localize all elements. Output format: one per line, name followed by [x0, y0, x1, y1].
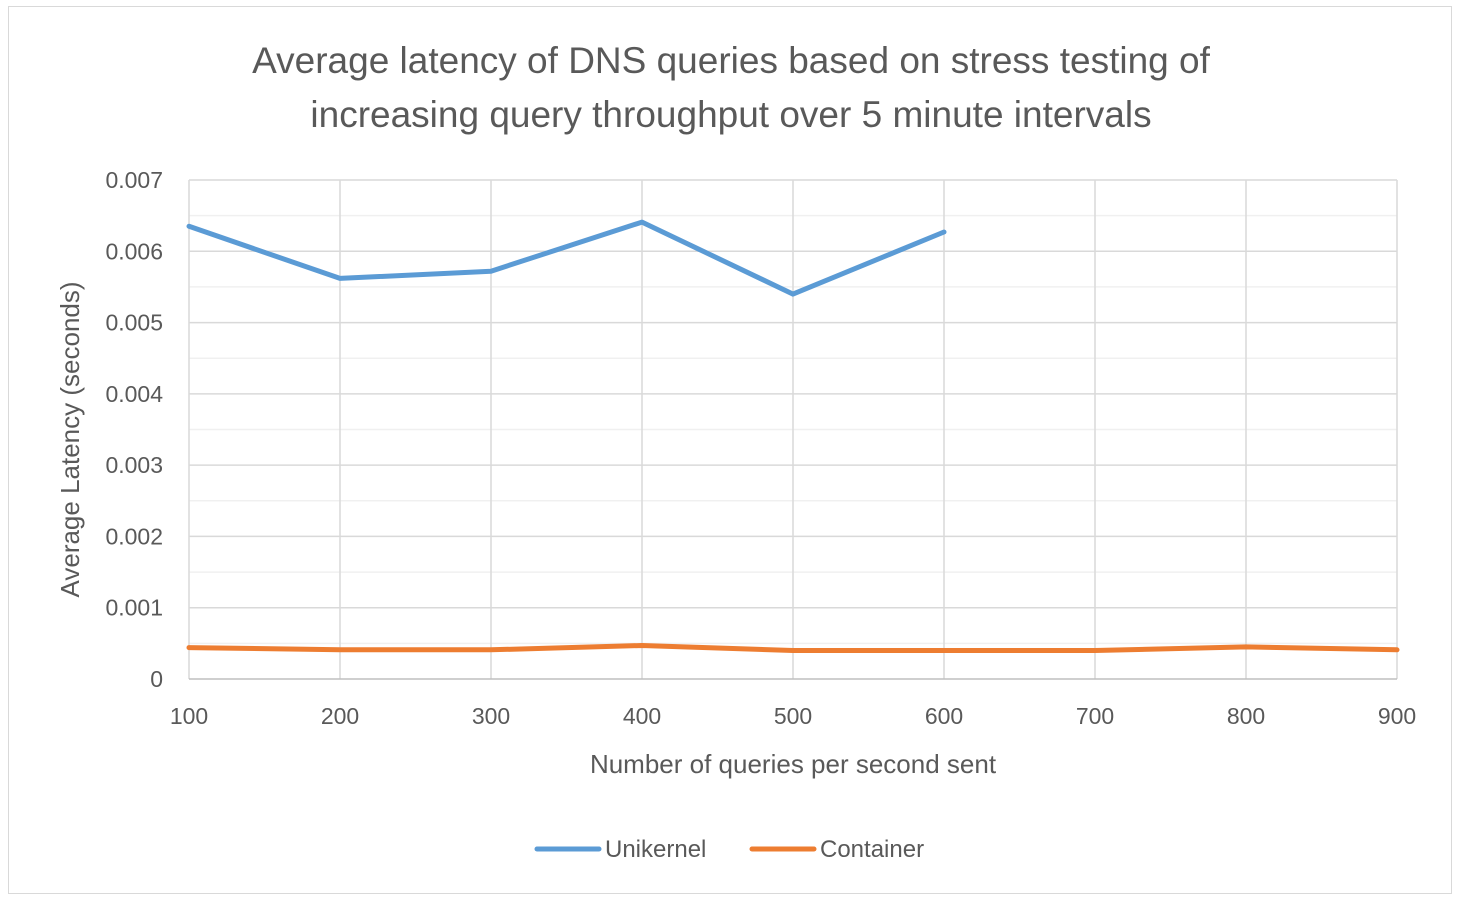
legend-label: Container: [820, 836, 924, 863]
y-tick-labels: 0 0.001 0.002 0.003 0.004 0.005 0.006 0.007: [105, 167, 163, 692]
y-tick-label: 0.001: [105, 595, 163, 621]
x-axis-title: Number of queries per second sent: [590, 749, 997, 779]
y-axis-title: Average Latency (seconds): [55, 281, 85, 597]
x-tick-label: 200: [321, 703, 359, 729]
series-lines: [186, 219, 1400, 653]
x-tick-label: 600: [925, 703, 963, 729]
series-line-container: [186, 643, 1400, 653]
y-tick-label: 0.007: [105, 167, 163, 193]
chart-title-line-2: increasing query throughput over 5 minut…: [310, 94, 1151, 135]
x-tick-label: 100: [170, 703, 208, 729]
y-tick-label: 0.003: [105, 452, 163, 478]
y-tick-label: 0: [150, 666, 163, 692]
y-tick-label: 0.004: [105, 381, 163, 407]
x-tick-label: 900: [1378, 703, 1416, 729]
legend-item-container: Container: [749, 836, 924, 863]
y-tick-label: 0.002: [105, 523, 163, 549]
y-tick-label: 0.006: [105, 238, 163, 264]
legend-item-unikernel: Unikernel: [534, 836, 706, 863]
x-tick-label: 800: [1227, 703, 1265, 729]
legend: Unikernel Container: [534, 836, 924, 863]
x-tick-label: 700: [1076, 703, 1114, 729]
series-line-unikernel: [186, 219, 947, 297]
chart-title-line-1: Average latency of DNS queries based on …: [252, 40, 1210, 81]
chart-frame: Average latency of DNS queries based on …: [8, 6, 1452, 894]
y-tick-label: 0.005: [105, 310, 163, 336]
legend-label: Unikernel: [605, 836, 706, 863]
line-chart: Average latency of DNS queries based on …: [55, 40, 1416, 863]
x-tick-label: 500: [774, 703, 812, 729]
x-tick-labels: 100 200 300 400 500 600 700 800 900: [170, 703, 1416, 729]
chart-title: Average latency of DNS queries based on …: [252, 40, 1210, 135]
gridlines: [188, 179, 1398, 679]
x-tick-label: 400: [623, 703, 661, 729]
x-tick-label: 300: [472, 703, 510, 729]
